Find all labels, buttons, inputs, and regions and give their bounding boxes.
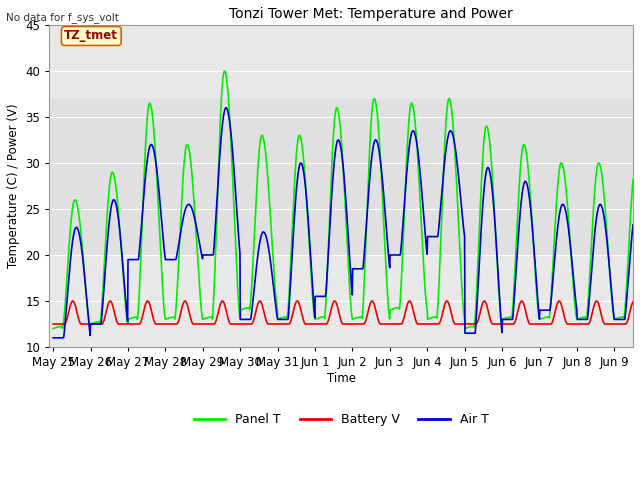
Air T [49, 335, 57, 341]
Panel T [216, 115, 224, 120]
Air T [164, 257, 172, 263]
Line: Battery V: Battery V [53, 301, 633, 324]
Line: Panel T: Panel T [53, 71, 633, 329]
Title: Tonzi Tower Met: Temperature and Power: Tonzi Tower Met: Temperature and Power [228, 7, 512, 21]
Y-axis label: Temperature (C) / Power (V): Temperature (C) / Power (V) [7, 104, 20, 268]
Text: No data for f_sys_volt: No data for f_sys_volt [6, 12, 119, 23]
Panel T [49, 326, 57, 332]
Panel T [553, 197, 561, 203]
Panel T [164, 315, 172, 321]
Battery V [488, 321, 496, 327]
Line: Air T: Air T [53, 108, 633, 338]
Air T [154, 171, 161, 177]
X-axis label: Time: Time [327, 372, 356, 385]
Air T [488, 187, 496, 193]
Battery V [269, 321, 277, 327]
Air T [216, 144, 224, 149]
Air T [553, 235, 561, 240]
Panel T [154, 183, 161, 189]
Battery V [154, 321, 161, 327]
Bar [49, 98, 633, 255]
Panel T [221, 68, 228, 74]
Air T [629, 222, 637, 228]
Battery V [164, 321, 172, 327]
Legend: Panel T, Battery V, Air T: Panel T, Battery V, Air T [189, 408, 493, 431]
Battery V [553, 303, 561, 309]
Battery V [293, 298, 301, 304]
Panel T [629, 177, 637, 182]
Panel T [488, 172, 496, 178]
Air T [222, 105, 230, 110]
Panel T [269, 263, 277, 268]
Battery V [629, 299, 637, 305]
Text: TZ_tmet: TZ_tmet [65, 29, 118, 43]
Battery V [49, 321, 57, 327]
Air T [269, 284, 277, 289]
Battery V [216, 301, 224, 307]
